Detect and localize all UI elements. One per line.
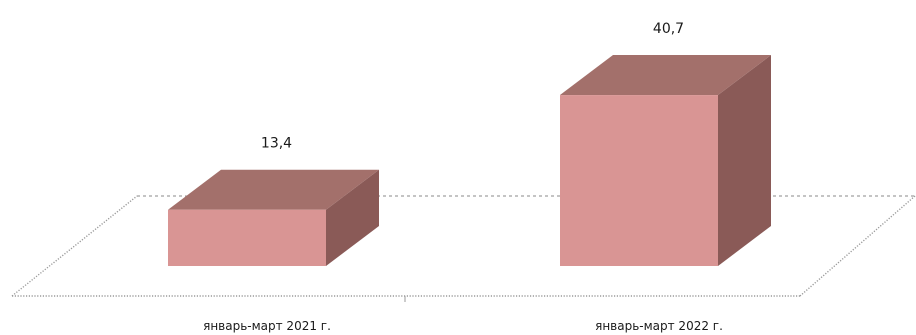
bar-series (168, 55, 771, 267)
category-label-1: январь-март 2021 г. (203, 319, 331, 333)
bar-front-face (168, 209, 326, 266)
bar-side-face (718, 55, 771, 267)
bar-side-face (326, 169, 379, 266)
bar-top-face (168, 169, 379, 210)
bar-1 (168, 169, 379, 266)
category-axis-labels: январь-март 2021 г. январь-март 2022 г. (203, 319, 723, 333)
chart-floor (11, 195, 916, 302)
bar-2 (560, 55, 771, 267)
data-labels: 13,4 40,7 (261, 21, 684, 152)
floor-right-edge (799, 195, 916, 297)
bar-top-face (560, 55, 771, 96)
data-label-2: 40,7 (653, 21, 684, 37)
floor-left-edge (11, 195, 138, 297)
data-label-1: 13,4 (261, 136, 292, 152)
category-label-2: январь-март 2022 г. (595, 319, 723, 333)
bar-front-face (560, 95, 718, 266)
